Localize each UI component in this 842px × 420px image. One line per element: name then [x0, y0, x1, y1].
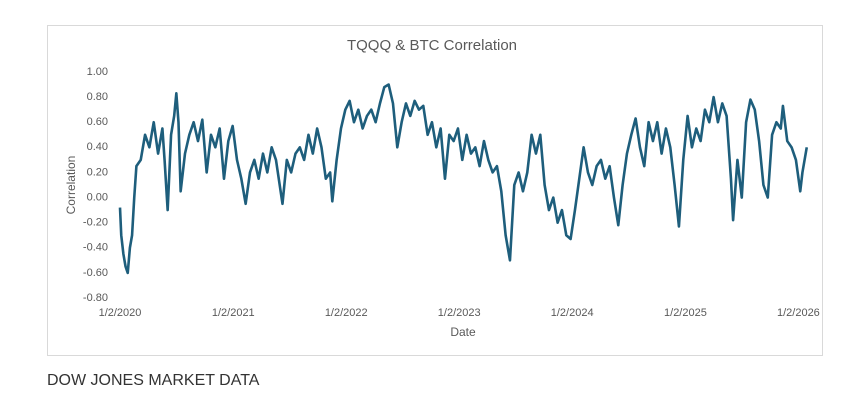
x-tick-label: 1/2/2020	[99, 307, 142, 319]
y-tick-label: 0.80	[87, 91, 108, 103]
y-tick-label: 1.00	[87, 66, 108, 78]
y-tick-label: 0.60	[87, 116, 108, 128]
chart-frame	[47, 25, 823, 356]
y-tick-label: 0.40	[87, 141, 108, 153]
y-axis-title: Correlation	[64, 156, 78, 215]
x-tick-label: 1/2/2026	[777, 307, 820, 319]
y-tick-label: -0.40	[83, 242, 108, 254]
y-tick-label: -0.20	[83, 217, 108, 229]
y-tick-label: -0.60	[83, 267, 108, 279]
caption: DOW JONES MARKET DATA	[47, 372, 260, 389]
x-tick-label: 1/2/2021	[212, 307, 255, 319]
x-tick-label: 1/2/2024	[551, 307, 594, 319]
x-tick-label: 1/2/2023	[438, 307, 481, 319]
y-tick-label: -0.80	[83, 292, 108, 304]
x-tick-label: 1/2/2022	[325, 307, 368, 319]
line-series	[118, 83, 809, 275]
x-axis-title: Date	[450, 325, 476, 339]
y-tick-label: 0.20	[87, 166, 108, 178]
y-tick-label: 0.00	[87, 191, 108, 203]
chart-title: TQQQ & BTC Correlation	[347, 37, 517, 54]
x-tick-label: 1/2/2025	[664, 307, 707, 319]
